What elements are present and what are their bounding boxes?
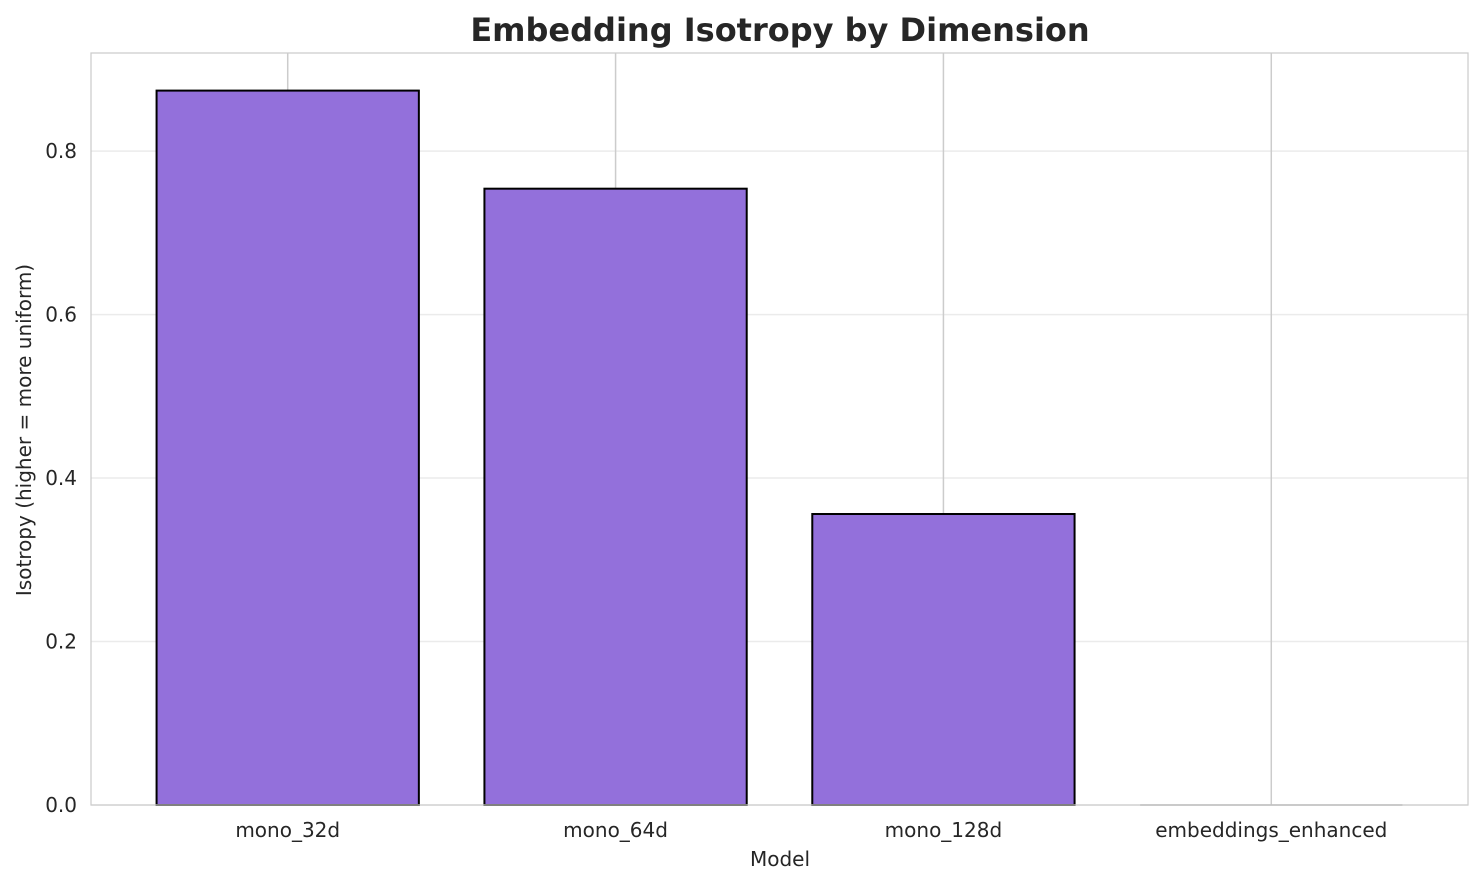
x-tick-label: mono_32d	[235, 818, 340, 842]
x-tick-labels: mono_32d mono_64d mono_128d embeddings_enha…	[235, 818, 1387, 842]
y-axis-label: Isotropy (higher = more uniform)	[12, 264, 36, 596]
x-tick-label: mono_128d	[885, 818, 1003, 842]
chart-title: Embedding Isotropy by Dimension	[470, 11, 1089, 49]
bar	[483, 187, 748, 806]
y-tick-label: 0.0	[45, 793, 77, 817]
y-tick-label: 0.6	[45, 303, 77, 327]
x-tick-label: embeddings_enhanced	[1155, 818, 1387, 842]
y-tick-labels: 0.0 0.2 0.4 0.6 0.8	[45, 139, 77, 817]
bar	[811, 513, 1076, 806]
bars-layer	[155, 89, 1403, 807]
plot-frame	[90, 52, 1469, 806]
y-tick-label: 0.4	[45, 466, 77, 490]
x-tick-label: mono_64d	[563, 818, 668, 842]
y-tick-label: 0.8	[45, 139, 77, 163]
bar	[155, 89, 420, 807]
y-tick-label: 0.2	[45, 630, 77, 654]
x-axis-label: Model	[750, 847, 810, 871]
